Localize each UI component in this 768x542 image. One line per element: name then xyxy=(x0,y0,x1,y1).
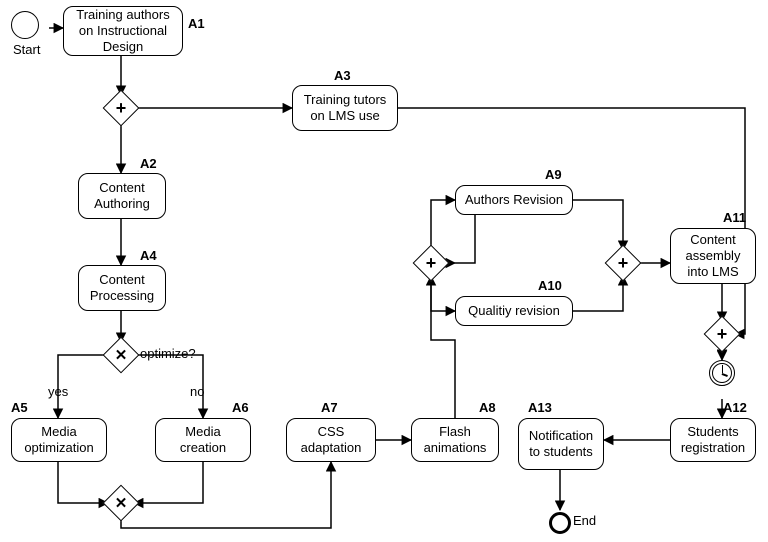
timer-event xyxy=(709,360,735,386)
end-event xyxy=(549,512,571,534)
task-a5: Media optimization xyxy=(11,418,107,462)
task-a13-text: Notification to students xyxy=(525,428,597,461)
label-a2: A2 xyxy=(140,156,157,171)
task-a10: Qualitiy revision xyxy=(455,296,573,326)
task-a2: Content Authoring xyxy=(78,173,166,219)
task-a12: Students registration xyxy=(670,418,756,462)
gateway-g2: ✕ xyxy=(108,342,134,368)
task-a1-text: Training authors on Instructional Design xyxy=(70,7,176,56)
gateway-g2-label: optimize? xyxy=(140,346,196,361)
label-a12: A12 xyxy=(723,400,747,415)
edge-yes: yes xyxy=(48,384,68,399)
label-a10: A10 xyxy=(538,278,562,293)
task-a5-text: Media optimization xyxy=(18,424,100,457)
task-a8: Flash animations xyxy=(411,418,499,462)
edge-no: no xyxy=(190,384,204,399)
task-a8-text: Flash animations xyxy=(418,424,492,457)
label-a8: A8 xyxy=(479,400,496,415)
label-a3: A3 xyxy=(334,68,351,83)
gateway-g6: + xyxy=(709,321,735,347)
task-a6-text: Media creation xyxy=(162,424,244,457)
label-a13: A13 xyxy=(528,400,552,415)
task-a3-text: Training tutors on LMS use xyxy=(299,92,391,125)
label-a6: A6 xyxy=(232,400,249,415)
task-a12-text: Students registration xyxy=(677,424,749,457)
task-a2-text: Content Authoring xyxy=(85,180,159,213)
task-a13: Notification to students xyxy=(518,418,604,470)
task-a1: Training authors on Instructional Design xyxy=(63,6,183,56)
task-a9: Authors Revision xyxy=(455,185,573,215)
end-label: End xyxy=(573,513,596,528)
task-a4-text: Content Processing xyxy=(85,272,159,305)
label-a9: A9 xyxy=(545,167,562,182)
task-a7-text: CSS adaptation xyxy=(293,424,369,457)
task-a11-text: Content assembly into LMS xyxy=(677,232,749,281)
gateway-g5: + xyxy=(610,250,636,276)
task-a6: Media creation xyxy=(155,418,251,462)
start-label: Start xyxy=(13,42,40,57)
task-a3: Training tutors on LMS use xyxy=(292,85,398,131)
task-a7: CSS adaptation xyxy=(286,418,376,462)
label-a11: A11 xyxy=(723,210,746,225)
start-event xyxy=(11,11,39,39)
label-a4: A4 xyxy=(140,248,157,263)
task-a9-text: Authors Revision xyxy=(465,192,563,208)
gateway-g1: + xyxy=(108,95,134,121)
task-a4: Content Processing xyxy=(78,265,166,311)
label-a5: A5 xyxy=(11,400,28,415)
task-a11: Content assembly into LMS xyxy=(670,228,756,284)
label-a7: A7 xyxy=(321,400,338,415)
gateway-g4: + xyxy=(418,250,444,276)
task-a10-text: Qualitiy revision xyxy=(468,303,560,319)
gateway-g3: ✕ xyxy=(108,490,134,516)
label-a1: A1 xyxy=(188,16,205,31)
